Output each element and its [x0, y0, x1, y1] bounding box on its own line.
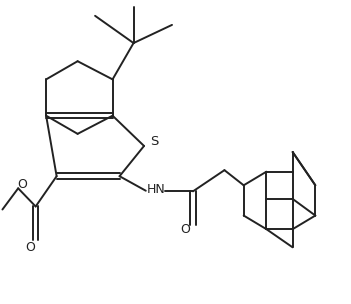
- Text: O: O: [26, 241, 35, 254]
- Text: S: S: [150, 135, 159, 148]
- Text: O: O: [18, 178, 27, 191]
- Text: HN: HN: [147, 183, 166, 196]
- Text: O: O: [180, 223, 190, 236]
